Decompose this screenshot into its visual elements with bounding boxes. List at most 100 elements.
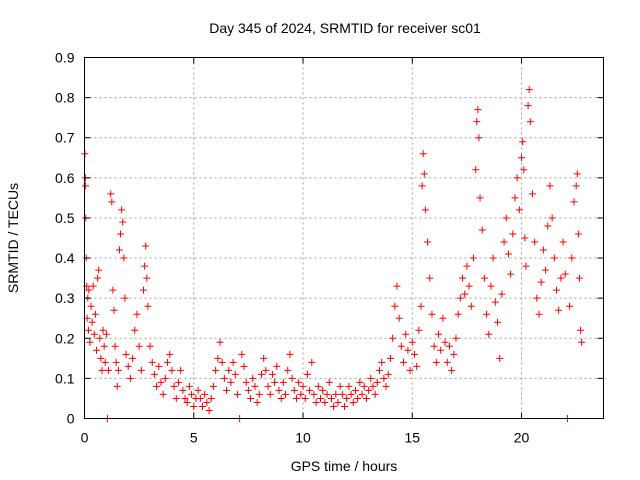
- data-point: [102, 330, 110, 338]
- data-point: [98, 366, 106, 374]
- data-point: [84, 326, 92, 334]
- data-point: [113, 382, 121, 390]
- data-point: [550, 254, 558, 262]
- y-tick-label: 0.8: [55, 90, 75, 106]
- data-point: [262, 366, 270, 374]
- grid-lines: [84, 57, 604, 419]
- y-axis-label: SRMTID / TECUs: [5, 183, 21, 293]
- data-point: [87, 302, 95, 310]
- data-point: [183, 398, 191, 406]
- data-point: [445, 342, 453, 350]
- y-tick-label: 0.4: [55, 250, 75, 266]
- data-point: [161, 374, 169, 382]
- data-point: [107, 190, 115, 198]
- data-point: [174, 378, 182, 386]
- data-point: [557, 274, 565, 282]
- data-point: [282, 390, 290, 398]
- data-point: [117, 230, 125, 238]
- data-point: [478, 226, 486, 234]
- data-point: [343, 394, 351, 402]
- data-point: [124, 362, 132, 370]
- data-point: [546, 182, 554, 190]
- data-point: [535, 310, 543, 318]
- data-point: [524, 102, 532, 110]
- data-point: [205, 406, 213, 414]
- data-point: [500, 238, 508, 246]
- data-point: [574, 230, 582, 238]
- data-point: [400, 358, 408, 366]
- data-point: [531, 238, 539, 246]
- data-point: [507, 270, 515, 278]
- x-tick-label: 5: [190, 430, 198, 446]
- data-point: [172, 394, 180, 402]
- data-point: [242, 378, 250, 386]
- data-point: [299, 382, 307, 390]
- data-point: [566, 302, 574, 310]
- data-point: [521, 234, 529, 242]
- data-point: [345, 382, 353, 390]
- data-point: [155, 362, 163, 370]
- data-point: [122, 350, 130, 358]
- data-point: [264, 382, 272, 390]
- data-point: [518, 154, 526, 162]
- data-point: [515, 206, 523, 214]
- data-point: [164, 358, 172, 366]
- data-point: [227, 378, 235, 386]
- data-point: [109, 286, 117, 294]
- x-tick-labels: 0 5 10 15 20: [81, 430, 530, 446]
- data-point: [575, 274, 583, 282]
- data-point: [108, 198, 116, 206]
- data-point: [426, 274, 434, 282]
- data-point: [418, 182, 426, 190]
- data-point: [410, 350, 418, 358]
- data-point: [378, 358, 386, 366]
- data-point: [144, 302, 152, 310]
- data-point: [555, 306, 563, 314]
- data-point: [99, 326, 107, 334]
- data-point: [170, 382, 178, 390]
- data-point: [420, 170, 428, 178]
- data-point: [209, 382, 217, 390]
- data-point: [100, 342, 108, 350]
- data-point: [97, 354, 105, 362]
- data-point: [179, 386, 187, 394]
- data-point: [347, 390, 355, 398]
- data-point: [181, 394, 189, 402]
- data-point: [351, 386, 359, 394]
- data-point: [196, 394, 204, 402]
- data-point: [96, 334, 104, 342]
- data-point: [238, 350, 246, 358]
- data-point: [454, 310, 462, 318]
- data-point: [105, 366, 113, 374]
- data-point: [467, 302, 475, 310]
- data-point: [303, 370, 311, 378]
- data-point: [131, 326, 139, 334]
- data-point: [469, 254, 477, 262]
- data-point: [475, 134, 483, 142]
- data-point: [90, 330, 98, 338]
- data-point: [533, 294, 541, 302]
- data-point: [253, 398, 261, 406]
- data-point: [395, 314, 403, 322]
- data-point: [188, 390, 196, 398]
- data-point: [511, 194, 519, 202]
- data-point: [306, 386, 314, 394]
- data-point: [203, 398, 211, 406]
- data-point: [371, 390, 379, 398]
- data-point: [474, 106, 482, 114]
- data-point: [247, 394, 255, 402]
- data-point: [456, 294, 464, 302]
- data-point: [119, 218, 127, 226]
- plot-frame: [84, 57, 604, 419]
- y-tick-label: 0.3: [55, 290, 75, 306]
- data-point: [441, 338, 449, 346]
- data-point: [288, 374, 296, 382]
- data-point: [190, 402, 198, 410]
- data-point: [168, 366, 176, 374]
- data-point: [268, 370, 276, 378]
- data-point: [233, 390, 241, 398]
- data-point: [408, 338, 416, 346]
- data-point: [244, 386, 252, 394]
- data-point: [225, 366, 233, 374]
- y-tick-label: 0.9: [55, 50, 75, 66]
